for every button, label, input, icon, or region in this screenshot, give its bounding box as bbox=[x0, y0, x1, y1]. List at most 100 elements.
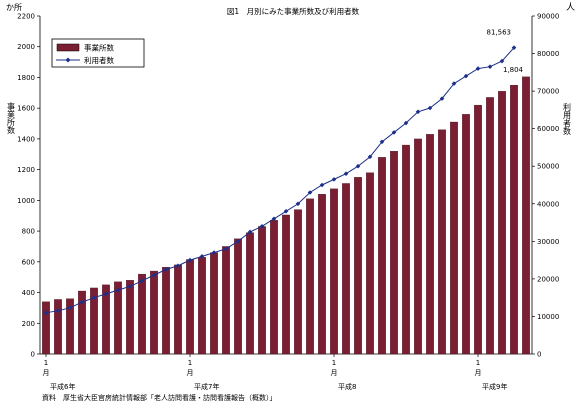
bar bbox=[162, 267, 170, 355]
line-point bbox=[367, 154, 373, 160]
bar bbox=[186, 259, 194, 355]
line-point bbox=[331, 177, 337, 182]
left-axis-tick-label: 2000 bbox=[17, 43, 35, 51]
line-point bbox=[259, 224, 265, 229]
bar bbox=[330, 188, 338, 355]
bar bbox=[522, 76, 530, 355]
bar bbox=[378, 157, 386, 355]
x-tick-month: 1 bbox=[44, 359, 48, 367]
line-point bbox=[187, 257, 193, 263]
line-point bbox=[295, 201, 301, 207]
line-point bbox=[319, 182, 325, 188]
line-point bbox=[271, 216, 277, 222]
line-point bbox=[307, 190, 313, 195]
bar bbox=[426, 134, 434, 355]
line-point bbox=[175, 263, 181, 269]
x-tick-unit: 月 bbox=[475, 369, 482, 377]
line-point bbox=[91, 295, 97, 300]
bar bbox=[450, 121, 458, 355]
source-note: 資料 厚生省大臣官房統計情報部「老人訪問看護・訪問看護報告（概数）」 bbox=[42, 393, 277, 402]
bar bbox=[462, 114, 470, 355]
bar bbox=[294, 209, 302, 355]
bar bbox=[342, 183, 350, 355]
line-point bbox=[151, 272, 157, 278]
line-point bbox=[127, 284, 133, 289]
right-axis-tick-label: 90000 bbox=[537, 13, 559, 21]
bar bbox=[174, 264, 182, 355]
legend-box bbox=[51, 38, 145, 68]
right-axis-tick-label: 0 bbox=[537, 351, 541, 359]
bar bbox=[306, 198, 314, 355]
bar bbox=[486, 97, 494, 355]
bar bbox=[354, 177, 362, 355]
line-point bbox=[475, 66, 481, 71]
line-point bbox=[115, 287, 121, 293]
annotations: 81,563 1,804 bbox=[487, 29, 524, 74]
line-point bbox=[499, 58, 505, 64]
line-point bbox=[343, 171, 349, 177]
bar bbox=[498, 91, 506, 355]
x-tick-era: 平成7年 bbox=[194, 382, 219, 391]
bar bbox=[414, 138, 422, 355]
line-point bbox=[439, 96, 445, 101]
x-tick-unit: 月 bbox=[187, 369, 194, 377]
right-axis-unit: 人 bbox=[566, 2, 575, 13]
left-axis-tick-label: 1000 bbox=[17, 197, 35, 205]
right-axis-tick-label: 20000 bbox=[537, 275, 559, 283]
x-tick-unit: 月 bbox=[43, 369, 50, 377]
bar bbox=[258, 226, 266, 355]
left-axis-tick-label: 200 bbox=[22, 320, 35, 328]
bar bbox=[318, 194, 326, 355]
bar bbox=[90, 287, 98, 355]
line-point bbox=[55, 308, 61, 314]
series-line bbox=[45, 47, 515, 314]
line-point bbox=[511, 45, 517, 50]
left-axis-tick-label: 1600 bbox=[17, 105, 35, 113]
line-point bbox=[247, 229, 253, 235]
bar-series bbox=[42, 76, 530, 355]
right-axis-tick-label: 50000 bbox=[537, 163, 559, 171]
left-axis-tick-label: 0 bbox=[31, 351, 35, 359]
line-point bbox=[427, 105, 433, 111]
right-axis-tick-label: 10000 bbox=[537, 313, 559, 321]
left-axis-tick-label: 400 bbox=[22, 289, 35, 297]
bar bbox=[366, 172, 374, 355]
line-point bbox=[163, 267, 169, 272]
line-point bbox=[199, 254, 205, 259]
bar bbox=[102, 284, 110, 355]
line-point bbox=[451, 81, 457, 86]
bar bbox=[54, 299, 62, 355]
bar bbox=[282, 214, 290, 355]
x-tick-month: 1 bbox=[332, 359, 336, 367]
right-axis-tick-label: 40000 bbox=[537, 200, 559, 208]
x-tick-era: 平成6年 bbox=[50, 382, 75, 391]
annotation-label: 81,563 bbox=[487, 29, 512, 37]
bar bbox=[510, 84, 518, 355]
left-axis-tick-label: 1800 bbox=[17, 74, 35, 82]
x-tick-era: 平成9年 bbox=[482, 382, 507, 391]
line-point bbox=[403, 120, 409, 126]
left-axis-tick-label: 1200 bbox=[17, 166, 35, 174]
left-axis-unit: か所 bbox=[6, 2, 22, 12]
line-point bbox=[235, 239, 241, 244]
line-point bbox=[211, 250, 217, 255]
line-point bbox=[139, 278, 145, 284]
x-tick-era: 平成8 bbox=[338, 382, 356, 391]
bar bbox=[234, 238, 242, 355]
right-axis-tick-label: 30000 bbox=[537, 238, 559, 246]
bar bbox=[222, 246, 230, 355]
legend-marker-line bbox=[65, 57, 71, 63]
chart-title: 図1 月別にみた事業所数及び利用者数 bbox=[227, 6, 360, 16]
right-axis-tick-label: 70000 bbox=[537, 88, 559, 96]
bar bbox=[390, 151, 398, 355]
right-axis-tick-label: 80000 bbox=[537, 50, 559, 58]
line-point bbox=[283, 208, 289, 214]
x-tick-month: 1 bbox=[476, 359, 480, 367]
line-point bbox=[415, 109, 421, 115]
line-point bbox=[223, 246, 229, 252]
bar bbox=[474, 104, 482, 355]
bar bbox=[78, 290, 86, 355]
left-axis-tick-label: 800 bbox=[22, 228, 35, 236]
legend-label-line: 利用者数 bbox=[84, 55, 114, 65]
line-point bbox=[43, 310, 49, 315]
